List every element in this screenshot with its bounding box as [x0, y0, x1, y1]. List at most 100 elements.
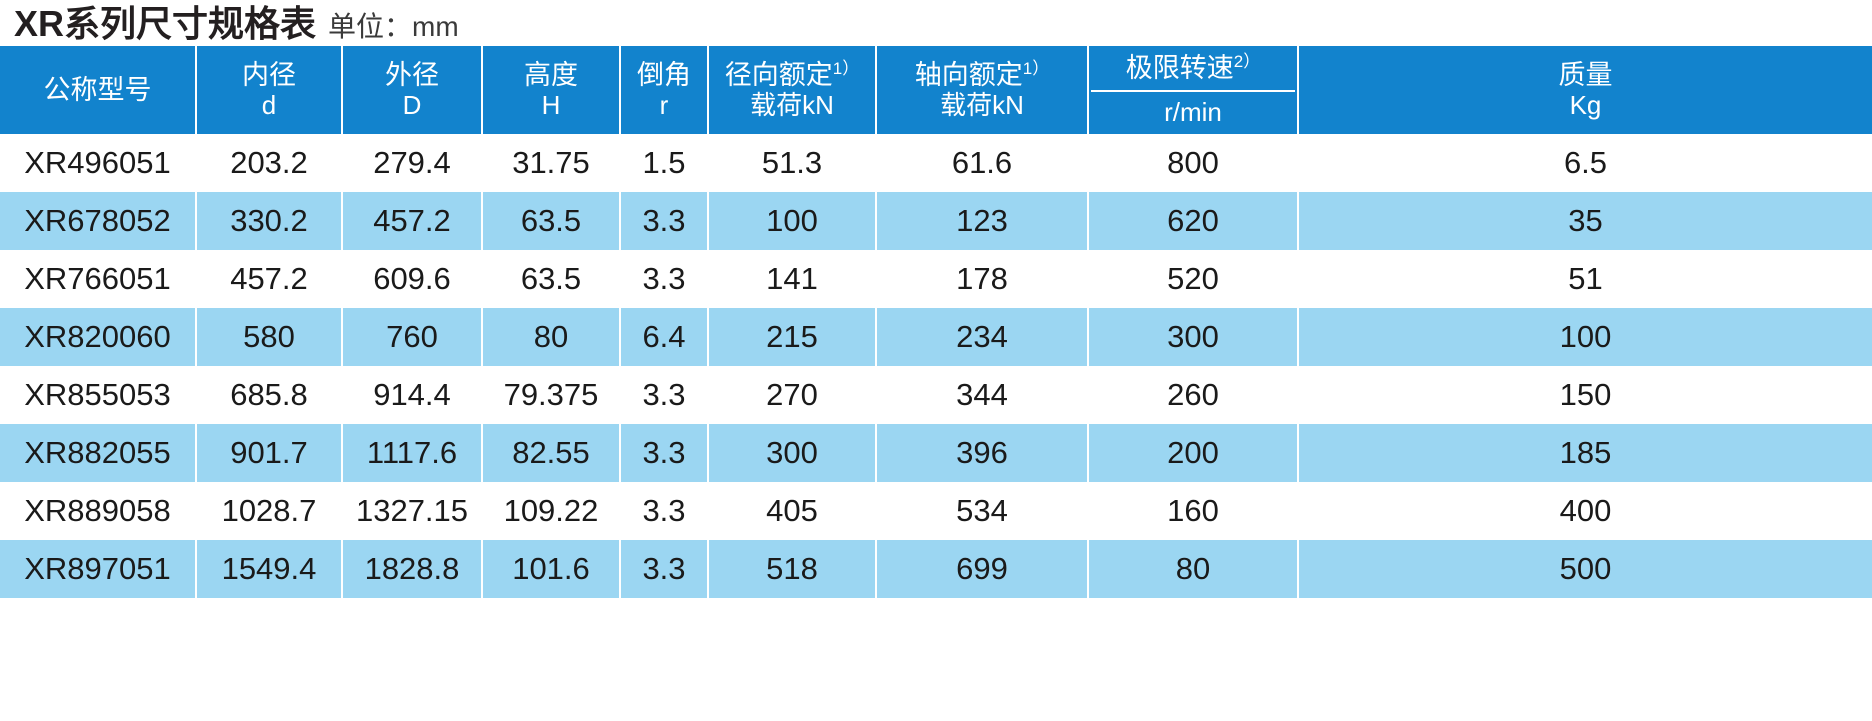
cell-speed: 160 [1088, 482, 1299, 540]
cell-r: 3.3 [620, 540, 709, 598]
table-row: XR496051 203.2 279.4 31.75 1.5 51.3 61.6 800 6.5 [0, 134, 1872, 192]
column-header-line1: 轴向额定1） [914, 59, 1050, 91]
cell-d: 901.7 [196, 424, 343, 482]
cell-axial: 178 [876, 250, 1089, 308]
cell-radial: 100 [708, 192, 877, 250]
cell-d: 457.2 [196, 250, 343, 308]
column-header-stack: 极限转速2） r/min [1091, 53, 1295, 126]
column-header-line2: Kg [1569, 89, 1602, 120]
cell-speed: 80 [1088, 540, 1299, 598]
cell-d: 580 [196, 308, 343, 366]
cell-H: 80 [482, 308, 621, 366]
cell-axial: 123 [876, 192, 1089, 250]
column-header-footnote-marker: 1） [1022, 59, 1050, 79]
cell-speed: 620 [1088, 192, 1299, 250]
cell-axial: 534 [876, 482, 1089, 540]
table-row: XR897051 1549.4 1828.8 101.6 3.3 518 699 80 500 [0, 540, 1872, 598]
cell-model: XR882055 [0, 424, 197, 482]
cell-mass: 35 [1298, 192, 1872, 250]
cell-H: 79.375 [482, 366, 621, 424]
cell-r: 3.3 [620, 482, 709, 540]
cell-radial: 141 [708, 250, 877, 308]
table-row: XR882055 901.7 1117.6 82.55 3.3 300 396 200 185 [0, 424, 1872, 482]
cell-axial: 699 [876, 540, 1089, 598]
column-header-line2: 载荷kN [750, 89, 834, 120]
column-header-model: 公称型号 [0, 46, 197, 134]
spec-table: 公称型号 内径 d 外径 D 高度 H 倒角 r 径向额定1） 载荷kN 轴向额定1） 载荷kN 极限转速… [0, 46, 1872, 598]
title-bar: XR系列尺寸规格表 单位：mm [0, 0, 1872, 46]
column-header-speed: 极限转速2） r/min [1088, 46, 1299, 134]
column-header-mass: 质量 Kg [1298, 46, 1872, 134]
cell-model: XR855053 [0, 366, 197, 424]
column-header-radial: 径向额定1） 载荷kN [708, 46, 877, 134]
column-header-line2: r [659, 89, 669, 120]
column-header-line2: 载荷kN [940, 89, 1024, 120]
cell-r: 6.4 [620, 308, 709, 366]
cell-speed: 800 [1088, 134, 1299, 192]
column-header-line2: D [402, 89, 422, 120]
table-row: XR678052 330.2 457.2 63.5 3.3 100 123 620 35 [0, 192, 1872, 250]
column-header-stack: 高度 H [485, 60, 617, 119]
cell-mass: 51 [1298, 250, 1872, 308]
cell-H: 101.6 [482, 540, 621, 598]
cell-model: XR820060 [0, 308, 197, 366]
column-header-stack: 外径 D [345, 60, 479, 119]
cell-speed: 300 [1088, 308, 1299, 366]
cell-d: 1028.7 [196, 482, 343, 540]
column-header-line1: 质量 [1558, 60, 1613, 91]
cell-axial: 234 [876, 308, 1089, 366]
table-row: XR855053 685.8 914.4 79.375 3.3 270 344 260 150 [0, 366, 1872, 424]
column-header-line1: 径向额定1） [724, 59, 860, 91]
table-header: 公称型号 内径 d 外径 D 高度 H 倒角 r 径向额定1） 载荷kN 轴向额定1） 载荷kN 极限转速… [0, 46, 1872, 134]
cell-r: 3.3 [620, 366, 709, 424]
cell-H: 109.22 [482, 482, 621, 540]
cell-speed: 200 [1088, 424, 1299, 482]
cell-radial: 300 [708, 424, 877, 482]
column-header-footnote-marker: 2） [1233, 52, 1261, 72]
cell-H: 63.5 [482, 192, 621, 250]
table-row: XR766051 457.2 609.6 63.5 3.3 141 178 520 51 [0, 250, 1872, 308]
cell-radial: 215 [708, 308, 877, 366]
column-header-r: 倒角 r [620, 46, 709, 134]
cell-radial: 51.3 [708, 134, 877, 192]
column-header-stack: 内径 d [199, 60, 339, 119]
cell-radial: 405 [708, 482, 877, 540]
column-header-d: 内径 d [196, 46, 343, 134]
cell-model: XR678052 [0, 192, 197, 250]
column-header-stack: 公称型号 [2, 75, 193, 105]
cell-radial: 518 [708, 540, 877, 598]
table-row: XR889058 1028.7 1327.15 109.22 3.3 405 534 160 4… [0, 482, 1872, 540]
cell-H: 63.5 [482, 250, 621, 308]
column-header-H: 高度 H [482, 46, 621, 134]
cell-mass: 400 [1298, 482, 1872, 540]
cell-speed: 260 [1088, 366, 1299, 424]
cell-radial: 270 [708, 366, 877, 424]
cell-axial: 344 [876, 366, 1089, 424]
table-body: XR496051 203.2 279.4 31.75 1.5 51.3 61.6 800 6.5… [0, 134, 1872, 598]
cell-H: 31.75 [482, 134, 621, 192]
column-header-line2: H [541, 89, 561, 120]
cell-r: 1.5 [620, 134, 709, 192]
column-header-line2: d [261, 89, 277, 120]
cell-D: 1117.6 [342, 424, 483, 482]
cell-d: 1549.4 [196, 540, 343, 598]
cell-D: 760 [342, 308, 483, 366]
cell-D: 1828.8 [342, 540, 483, 598]
column-header-line1: 内径 [242, 60, 296, 91]
unit-note: 单位：mm [328, 11, 459, 42]
cell-axial: 61.6 [876, 134, 1089, 192]
column-header-line1: 公称型号 [43, 74, 152, 105]
cell-r: 3.3 [620, 250, 709, 308]
cell-H: 82.55 [482, 424, 621, 482]
column-header-line2: r/min [1164, 96, 1222, 127]
cell-D: 1327.15 [342, 482, 483, 540]
cell-d: 330.2 [196, 192, 343, 250]
cell-axial: 396 [876, 424, 1089, 482]
column-header-footnote-marker: 1） [832, 59, 860, 79]
column-header-axial: 轴向额定1） 载荷kN [876, 46, 1089, 134]
cell-mass: 150 [1298, 366, 1872, 424]
cell-D: 914.4 [342, 366, 483, 424]
cell-model: XR496051 [0, 134, 197, 192]
cell-D: 279.4 [342, 134, 483, 192]
cell-d: 685.8 [196, 366, 343, 424]
